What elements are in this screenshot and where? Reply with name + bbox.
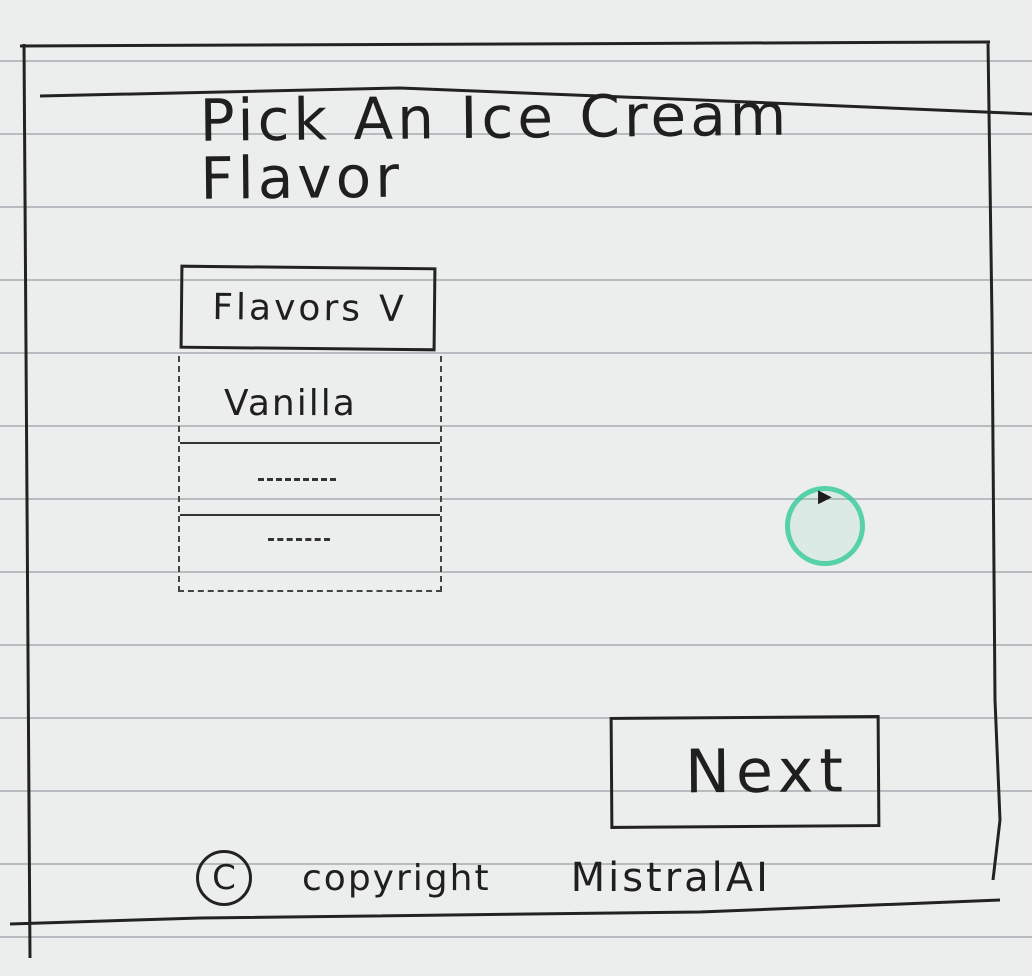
page-title: Pick An Ice Cream Flavor bbox=[199, 80, 791, 213]
copyright-icon: C bbox=[196, 850, 252, 906]
footer: C copyright MistralAI bbox=[196, 846, 771, 910]
next-button-label: Next bbox=[684, 736, 850, 808]
dropdown-label: Flavors bbox=[212, 286, 364, 330]
flavor-dropdown[interactable]: Flavors V bbox=[179, 264, 437, 352]
placeholder-dash bbox=[258, 478, 336, 481]
dropdown-list: Vanilla bbox=[178, 356, 442, 592]
dropdown-option-placeholder[interactable] bbox=[180, 514, 440, 586]
brand-name: MistralAI bbox=[570, 855, 771, 901]
dropdown-option-placeholder[interactable] bbox=[180, 442, 440, 516]
option-label: Vanilla bbox=[224, 382, 357, 424]
chevron-down-icon: V bbox=[378, 288, 404, 330]
copyright-text: copyright bbox=[302, 857, 491, 899]
next-button[interactable]: Next bbox=[609, 715, 881, 829]
dropdown-option-vanilla[interactable]: Vanilla bbox=[180, 364, 440, 444]
cursor-highlight bbox=[785, 486, 865, 566]
mouse-cursor-icon: ▶ bbox=[818, 486, 832, 507]
placeholder-dash bbox=[268, 538, 330, 541]
